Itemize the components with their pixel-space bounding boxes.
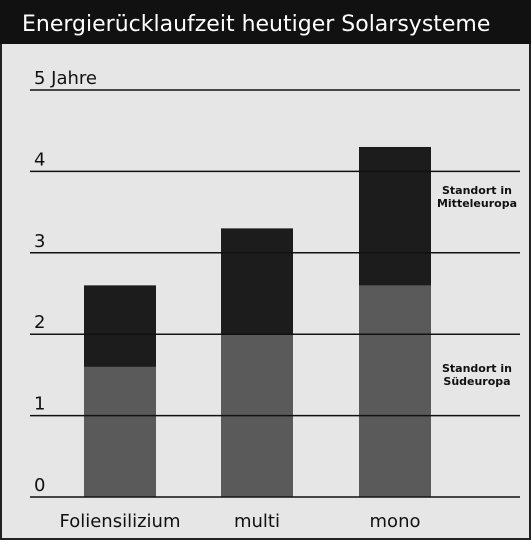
chart-title: Energierücklaufzeit heutiger Solarsystem… bbox=[22, 12, 490, 37]
x-tick-label: multi bbox=[234, 511, 280, 532]
bar bbox=[84, 367, 156, 497]
y-tick-label: 5 Jahre bbox=[34, 68, 97, 89]
y-tick-label: 1 bbox=[34, 394, 45, 415]
y-tick-label: 3 bbox=[34, 231, 45, 252]
legend-label: Standort in Südeuropa bbox=[427, 362, 527, 388]
bar bbox=[359, 285, 431, 497]
legend-label: Standort in Mitteleuropa bbox=[427, 184, 527, 210]
chart: Energierücklaufzeit heutiger Solarsystem… bbox=[0, 0, 531, 540]
y-tick-label: 4 bbox=[34, 149, 45, 170]
x-tick-label: Foliensilizium bbox=[60, 511, 181, 532]
chart-page: Energierücklaufzeit heutiger Solarsystem… bbox=[0, 0, 531, 540]
x-tick-label: mono bbox=[370, 511, 421, 532]
y-tick-label: 2 bbox=[34, 312, 45, 333]
y-tick-label: 0 bbox=[34, 475, 45, 496]
